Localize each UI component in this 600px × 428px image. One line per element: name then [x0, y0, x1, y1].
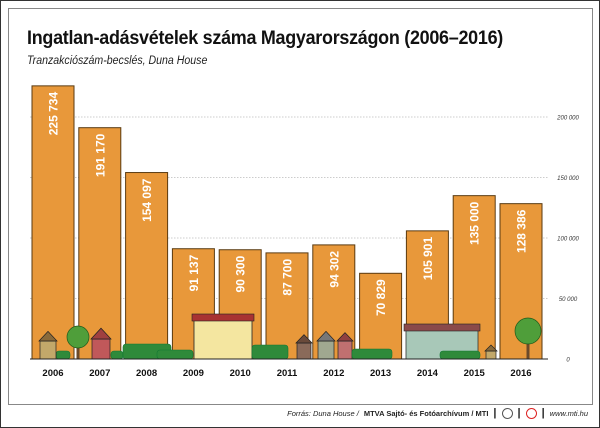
x-tick-label: 2007 [89, 368, 110, 379]
y-tick-label: 50 000 [559, 297, 578, 303]
hedge-icon [55, 350, 71, 360]
x-tick-label: 2015 [464, 368, 486, 379]
data-label: 135 000 [468, 201, 482, 245]
roof-icon [403, 323, 481, 332]
house-icon [485, 350, 497, 360]
data-label: 128 386 [515, 209, 529, 253]
roof-icon [484, 344, 498, 352]
roof-icon [191, 313, 255, 322]
bar [31, 85, 75, 360]
data-label: 91 137 [187, 254, 201, 291]
hedge-icon [110, 350, 124, 360]
chart-title: Ingatlan-adásvételek száma Magyarországo… [27, 27, 503, 49]
x-tick-label: 2006 [42, 368, 63, 379]
hedge-icon [351, 348, 393, 360]
building-icon [193, 319, 253, 360]
website-link[interactable]: www.mti.hu [549, 408, 588, 418]
divider: | [517, 407, 521, 419]
mtva-logo-icon [501, 407, 513, 419]
divider: | [541, 407, 545, 419]
data-label: 154 097 [140, 178, 154, 222]
roof-icon [316, 330, 336, 342]
roof-icon [38, 330, 58, 342]
x-tick-label: 2010 [230, 368, 251, 379]
data-label: 94 302 [327, 251, 341, 288]
chart-subtitle: Tranzakciószám-becslés, Duna House [27, 55, 208, 67]
x-tick-label: 2013 [370, 368, 391, 379]
hedge-icon [251, 344, 289, 360]
tree-icon [514, 317, 542, 345]
roof-icon [90, 327, 112, 340]
agency-label: MTVA Sajtó- és Fotóarchívum / MTI [363, 408, 489, 418]
data-label: 87 700 [281, 259, 295, 296]
tree-trunk-icon [526, 331, 530, 359]
y-tick-label: 150 000 [557, 176, 579, 182]
x-tick-label: 2016 [510, 368, 531, 379]
mti-logo-icon [525, 407, 537, 419]
house-icon [337, 340, 353, 360]
y-tick-label: 200 000 [556, 116, 579, 122]
house-icon [296, 342, 312, 360]
source-label: Forrás: Duna House / [287, 408, 359, 418]
hedge-icon [156, 349, 194, 360]
data-label: 70 829 [374, 279, 388, 316]
x-tick-label: 2009 [183, 368, 204, 379]
house-icon [39, 340, 57, 360]
data-label: 90 300 [234, 255, 248, 292]
x-tick-label: 2014 [417, 368, 439, 379]
y-tick-label: 100 000 [557, 237, 579, 243]
houses-illustration [30, 313, 548, 360]
roof-icon [336, 332, 354, 342]
data-label: 225 734 [47, 92, 61, 136]
house-icon [91, 338, 111, 360]
roof-icon [295, 334, 313, 344]
data-label: 191 170 [93, 133, 107, 177]
bar [265, 252, 309, 360]
bar [359, 272, 403, 360]
data-label: 105 901 [421, 237, 435, 281]
divider: | [493, 407, 497, 419]
chart-frame [8, 8, 593, 405]
x-tick-label: 2008 [136, 368, 157, 379]
x-tick-label: 2011 [277, 368, 298, 379]
house-icon [317, 340, 335, 360]
bar [78, 127, 122, 360]
hedge-icon [439, 350, 481, 360]
footer: Forrás: Duna House / MTVA Sajtó- és Fotó… [287, 407, 588, 419]
y-tick-label: 0 [566, 358, 570, 364]
x-tick-label: 2012 [323, 368, 344, 379]
tree-icon [66, 325, 90, 349]
